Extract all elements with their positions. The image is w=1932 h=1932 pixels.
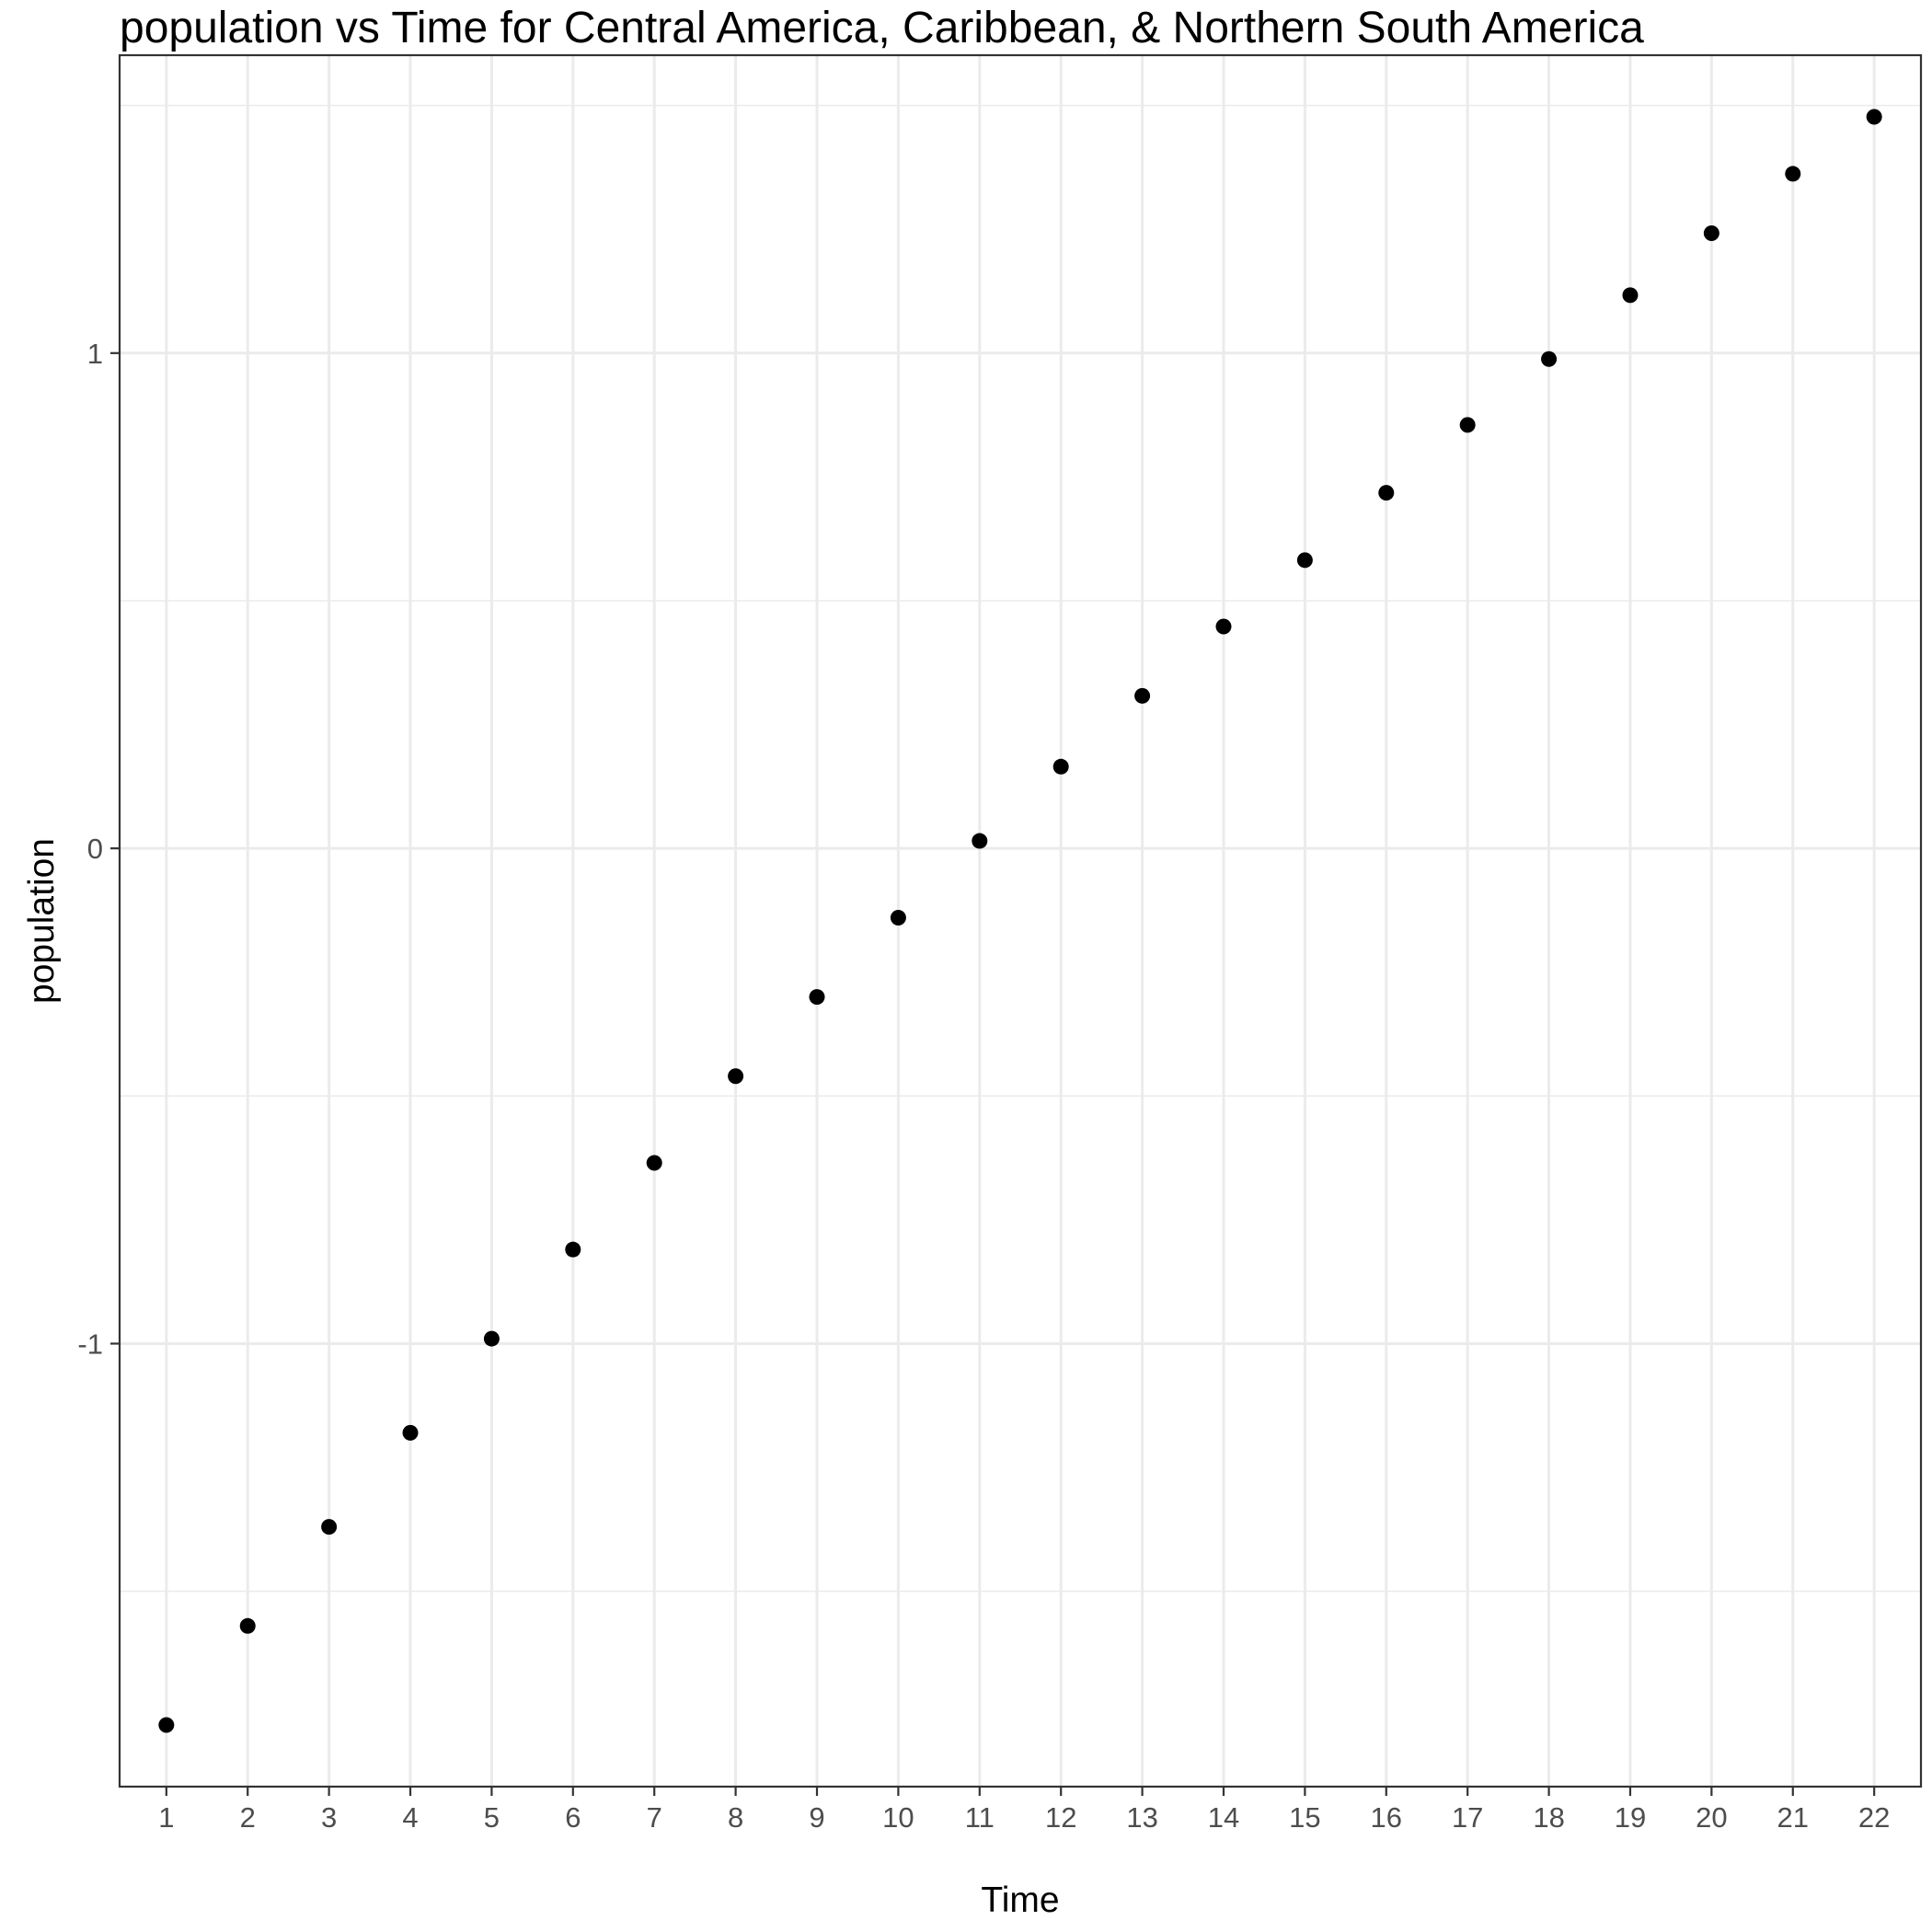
x-tick-label: 8 — [728, 1801, 743, 1834]
data-point — [402, 1424, 419, 1441]
data-point — [1052, 758, 1069, 775]
x-tick-label: 22 — [1858, 1801, 1890, 1834]
y-axis-title: population — [22, 838, 62, 1004]
x-tick-label: 15 — [1289, 1801, 1320, 1834]
major-gridlines — [120, 55, 1921, 1787]
x-tick-label: 17 — [1452, 1801, 1483, 1834]
data-point — [1866, 109, 1882, 125]
x-tick-label: 20 — [1696, 1801, 1727, 1834]
x-tick-label: 2 — [240, 1801, 256, 1834]
data-point — [321, 1519, 338, 1535]
x-tick-label: 6 — [565, 1801, 581, 1834]
data-point — [483, 1330, 500, 1347]
data-point — [1459, 417, 1476, 433]
data-point — [728, 1068, 744, 1085]
x-tick-label: 11 — [965, 1801, 995, 1834]
data-points — [158, 109, 1882, 1733]
x-axis-title: Time — [981, 1880, 1059, 1920]
data-point — [1215, 618, 1232, 635]
data-point — [890, 910, 906, 926]
minor-gridlines — [120, 104, 1921, 1593]
data-point — [972, 833, 988, 849]
x-tick-label: 3 — [321, 1801, 337, 1834]
x-tick-label: 12 — [1045, 1801, 1076, 1834]
data-point — [565, 1241, 581, 1258]
data-point — [1622, 287, 1639, 304]
y-axis: -1 0 1 — [77, 338, 120, 1360]
data-point — [809, 989, 825, 1006]
chart-title: population vs Time for Central America, … — [120, 4, 1644, 52]
x-tick-label: 10 — [882, 1801, 914, 1834]
data-point — [1134, 687, 1151, 704]
y-tick-label: 1 — [87, 338, 103, 370]
x-tick-label: 18 — [1533, 1801, 1564, 1834]
x-tick-label: 4 — [402, 1801, 418, 1834]
x-tick-label: 9 — [809, 1801, 824, 1834]
plot-panel — [118, 53, 1923, 1788]
data-point — [1785, 166, 1801, 182]
data-point — [646, 1155, 662, 1171]
x-tick-label: 7 — [647, 1801, 662, 1834]
x-tick-label: 5 — [484, 1801, 500, 1834]
panel-background — [120, 55, 1921, 1787]
y-tick-label: 0 — [87, 833, 103, 865]
data-point — [1378, 485, 1395, 501]
data-point — [1541, 351, 1558, 367]
x-tick-label: 19 — [1615, 1801, 1646, 1834]
x-axis: 1 2 3 4 5 6 7 8 9 10 11 12 13 14 15 16 17 18 19 20 21 22 — [158, 1787, 1890, 1834]
panel-border — [118, 53, 1923, 1788]
data-point — [1703, 225, 1719, 242]
x-tick-label: 1 — [158, 1801, 174, 1834]
data-point — [239, 1617, 256, 1634]
data-point — [1296, 552, 1313, 569]
data-point — [158, 1717, 175, 1733]
x-tick-label: 21 — [1777, 1801, 1809, 1834]
y-tick-label: -1 — [77, 1328, 103, 1360]
x-tick-label: 14 — [1208, 1801, 1239, 1834]
x-tick-label: 13 — [1126, 1801, 1157, 1834]
x-tick-label: 16 — [1371, 1801, 1402, 1834]
